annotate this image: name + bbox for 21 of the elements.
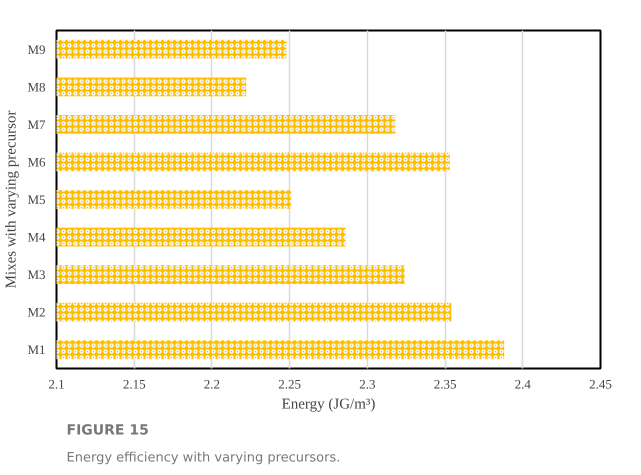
y-axis-title: Mixes with varying precursor: [3, 110, 20, 288]
y-tick-label: M4: [27, 230, 46, 245]
x-tick-label: 2.4: [514, 376, 532, 392]
x-tick-label: 2.2: [204, 376, 220, 392]
x-tick-label: 2.3: [359, 376, 376, 392]
y-tick-label: M3: [27, 267, 46, 282]
x-tick-label: 2.35: [434, 376, 456, 392]
y-tick-label: M8: [27, 79, 46, 94]
x-tick-label: 2.45: [589, 376, 612, 392]
y-tick-label: M1: [27, 342, 46, 358]
y-tick-label: M5: [27, 192, 46, 207]
y-tick-label: M7: [27, 116, 46, 132]
x-tick-label: 2.25: [278, 376, 302, 392]
x-tick-label: 2.1: [48, 376, 65, 392]
y-tick-label: M2: [27, 304, 46, 320]
y-tick-label: M9: [27, 42, 46, 57]
x-axis-title: Energy (JG/m³): [282, 396, 376, 412]
x-tick-label: 2.15: [122, 376, 146, 392]
text: Energy efficiency with varying precursors.: [66, 450, 340, 466]
y-tick-label: M6: [27, 154, 46, 170]
caption: FIGURE 15: [66, 422, 149, 438]
